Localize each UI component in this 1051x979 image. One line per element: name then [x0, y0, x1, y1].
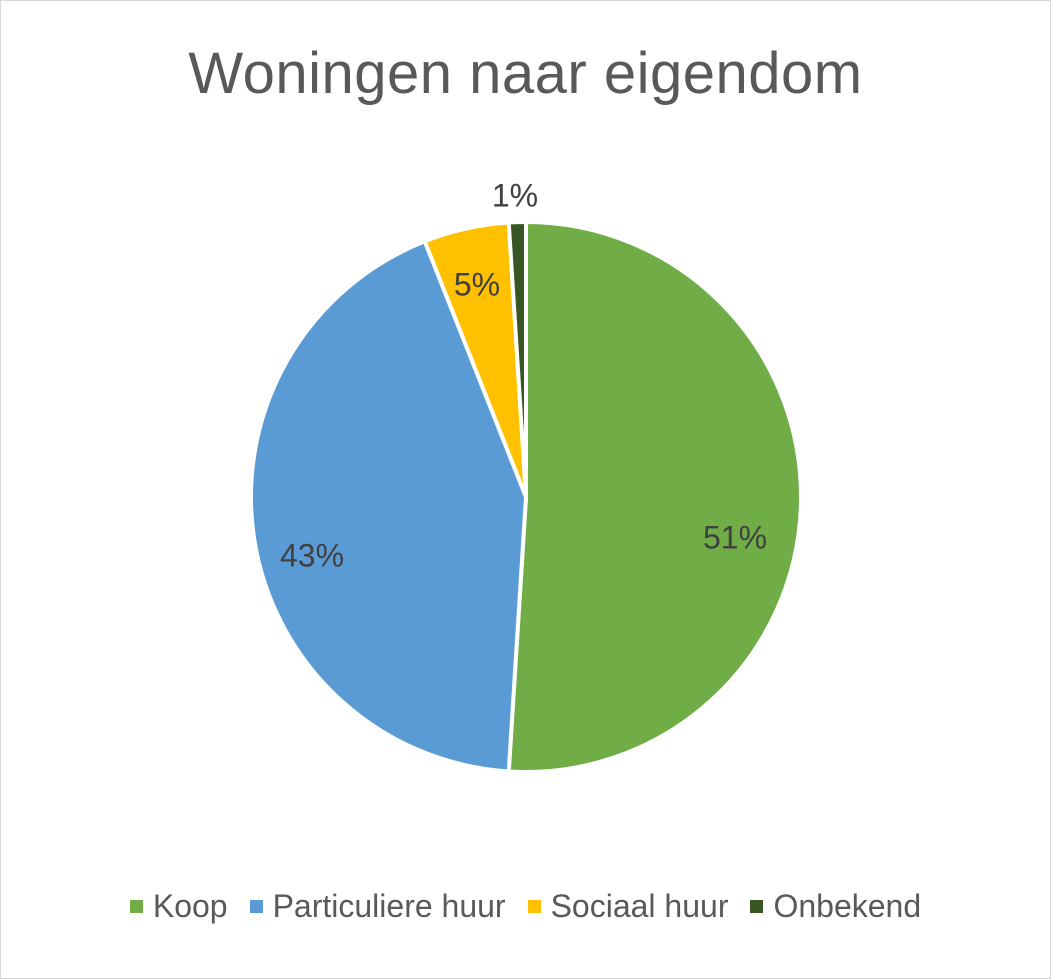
legend-label: Sociaal huur — [550, 888, 729, 924]
data-label-sociaal-huur: 5% — [454, 266, 500, 302]
legend-item-particuliere-huur: Particuliere huur — [249, 888, 506, 925]
pie-slice-koop — [506, 220, 803, 774]
legend-swatch — [249, 900, 263, 913]
legend-item-sociaal-huur: Sociaal huur — [527, 888, 729, 925]
data-label-onbekend: 1% — [492, 177, 538, 213]
data-label-koop: 51% — [703, 519, 767, 555]
pie-slice-onbekend — [506, 220, 528, 499]
legend-label: Koop — [152, 888, 228, 924]
legend: Koop Particuliere huur Sociaal huur Onbeken… — [0, 888, 1051, 925]
legend-item-onbekend: Onbekend — [750, 888, 921, 925]
data-label-particuliere-huur: 43% — [280, 537, 344, 573]
legend-swatch — [750, 900, 764, 913]
pie-slice-particuliere-huur — [249, 239, 528, 774]
chart-title: Woningen naar eigendom — [188, 41, 863, 106]
legend-item-koop: Koop — [129, 888, 228, 925]
legend-swatch — [527, 900, 541, 913]
legend-label: Onbekend — [773, 888, 922, 924]
legend-swatch — [129, 900, 143, 913]
legend-label: Particuliere huur — [272, 888, 506, 924]
